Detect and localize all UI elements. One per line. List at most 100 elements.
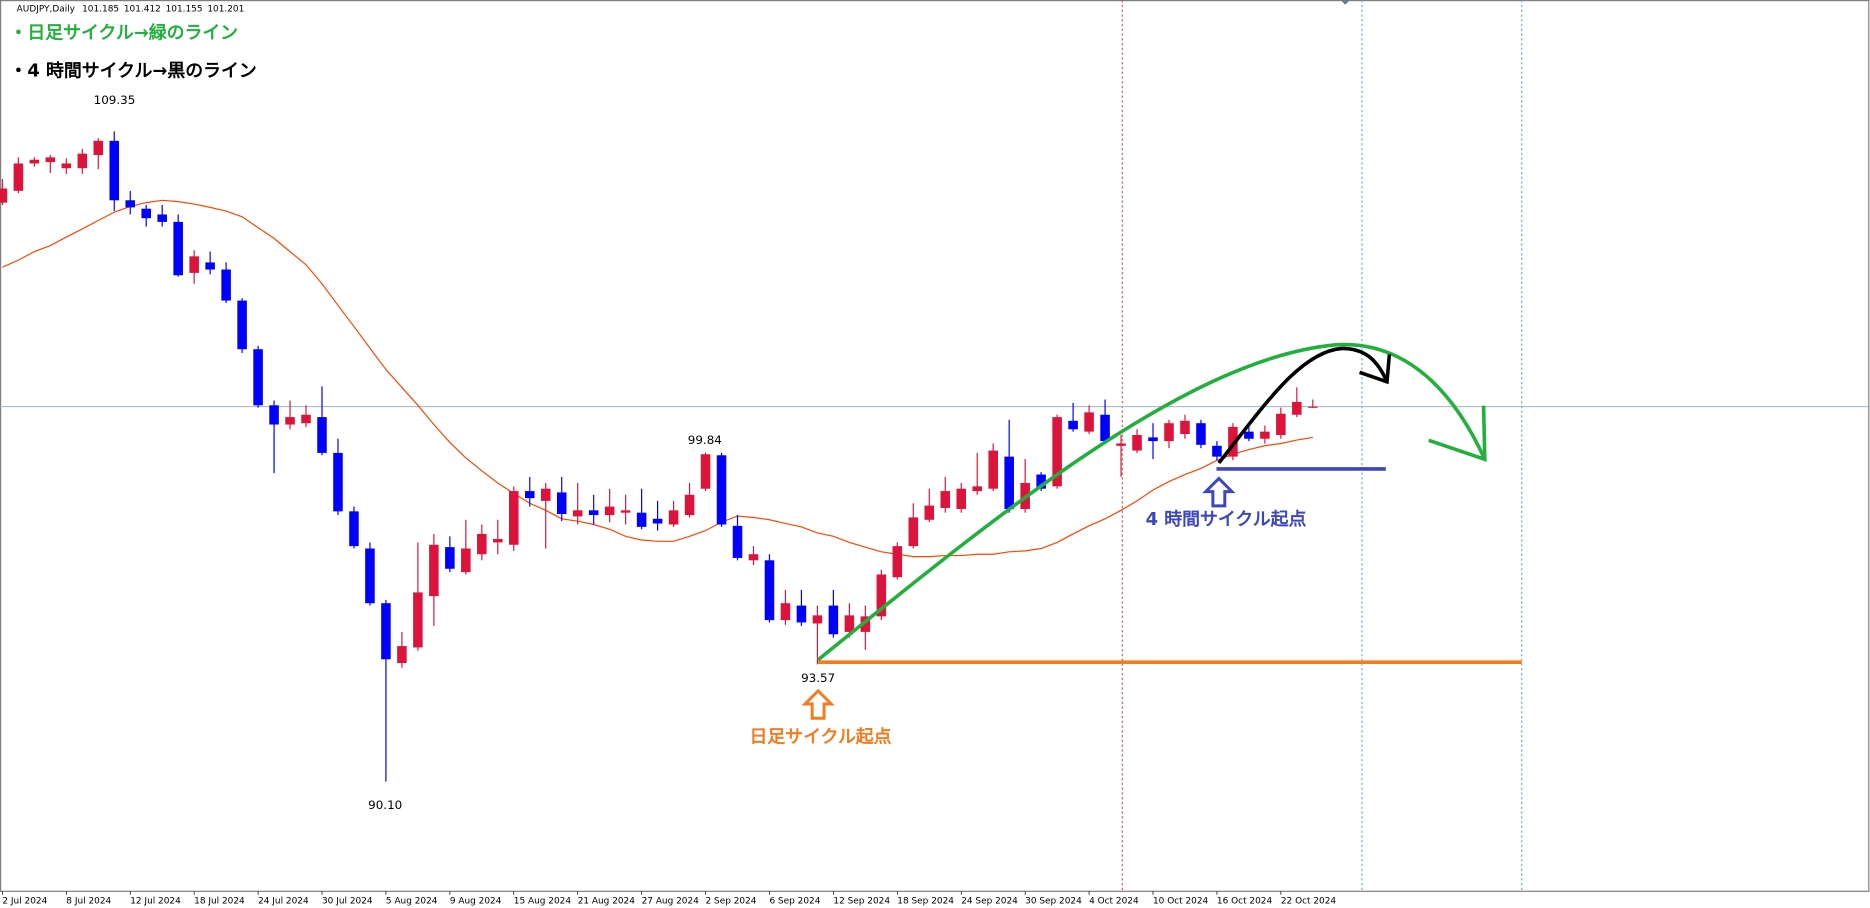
- x-tick-label: 2 Sep 2024: [706, 896, 757, 906]
- candle-body: [1036, 474, 1046, 489]
- candle-body: [892, 546, 903, 578]
- x-tick-label: 30 Sep 2024: [1025, 896, 1082, 906]
- candle-body: [956, 488, 967, 509]
- candle-body: [1292, 401, 1302, 415]
- candle-body: [1132, 435, 1142, 451]
- candle-body: [1180, 420, 1190, 434]
- candle-body: [908, 517, 919, 547]
- candle-body: [700, 454, 711, 489]
- candle-body: [317, 417, 327, 453]
- x-tick-label: 18 Sep 2024: [897, 896, 954, 906]
- candle-body: [1260, 431, 1270, 439]
- candle-body: [1276, 413, 1286, 436]
- candle-body: [572, 510, 583, 517]
- x-tick-label: 9 Aug 2024: [450, 896, 502, 906]
- candle-body: [45, 157, 56, 163]
- start-arrow: [801, 688, 835, 720]
- candle-body: [461, 548, 471, 573]
- candle-body: [1004, 456, 1014, 509]
- candle-body: [748, 554, 759, 561]
- candle-body: [349, 511, 359, 547]
- candle-body: [540, 488, 551, 501]
- price-label: 93.57: [801, 671, 835, 685]
- candle-body: [780, 603, 791, 621]
- candle-body: [125, 200, 136, 208]
- candle-body: [556, 492, 567, 515]
- candle-body: [924, 505, 935, 520]
- candle-body: [1228, 426, 1238, 457]
- candle-body: [972, 486, 982, 492]
- candle-body: [157, 214, 167, 222]
- shift-marker: [1340, 0, 1351, 5]
- candle-body: [285, 417, 295, 425]
- candle-body: [173, 221, 183, 276]
- x-tick-label: 12 Jul 2024: [130, 896, 181, 906]
- candle-body: [13, 163, 24, 191]
- x-tick-label: 30 Jul 2024: [322, 896, 373, 906]
- candle-body: [652, 518, 663, 524]
- candle-body: [0, 188, 8, 203]
- arrow-head: [1428, 405, 1487, 462]
- candle-body: [237, 300, 247, 350]
- header: AUDJPY,Daily 101.185 101.412 101.155 101.201: [17, 4, 245, 14]
- x-tick-label: 18 Jul 2024: [194, 896, 245, 906]
- candle-body: [796, 605, 807, 623]
- candle-body: [636, 512, 647, 527]
- candle-body: [333, 452, 343, 512]
- candle-body: [205, 262, 215, 270]
- x-tick-label: 15 Aug 2024: [514, 896, 572, 906]
- candle-body: [524, 491, 535, 499]
- candle-body: [381, 603, 391, 660]
- candle-body: [1164, 423, 1174, 442]
- candle-body: [1052, 417, 1062, 487]
- x-tick-label: 6 Sep 2024: [769, 896, 820, 906]
- x-tick-label: 12 Sep 2024: [833, 896, 890, 906]
- callout: 4 時間サイクル起点: [1146, 508, 1307, 530]
- candle-body: [29, 159, 40, 164]
- arrow-head: [1358, 354, 1392, 385]
- daily-cycle-curve: [816, 342, 1487, 662]
- candle-body: [668, 510, 679, 525]
- candle-body: [1068, 420, 1078, 430]
- candle-body: [1196, 423, 1206, 445]
- price-label: 90.10: [368, 798, 402, 812]
- candle-body: [620, 510, 631, 513]
- candle-body: [1212, 445, 1222, 457]
- x-tick-label: 24 Jul 2024: [258, 896, 309, 906]
- ohlc-value: 101.185: [82, 4, 119, 14]
- candle-body: [429, 544, 439, 597]
- h4-cycle-curve: [1217, 346, 1389, 465]
- callout: 日足サイクル起点: [749, 725, 891, 747]
- x-tick-label: 2 Jul 2024: [2, 896, 47, 906]
- candle-body: [477, 533, 487, 555]
- ohlc-value: 101.412: [124, 4, 161, 14]
- candle-body: [1244, 431, 1254, 439]
- note: ・日足サイクル→緑のライン: [10, 21, 239, 43]
- ohlc-value: 101.155: [166, 4, 203, 14]
- start-arrow: [1202, 476, 1236, 508]
- candle-body: [828, 605, 839, 635]
- x-tick-label: 5 Aug 2024: [386, 896, 438, 906]
- candle-body: [189, 256, 199, 273]
- drawings: 日足サイクル起点 4 時間サイクル起点 ・日足サイクル→緑のライン ・4 時間サ…: [10, 21, 1522, 812]
- candle-body: [876, 574, 887, 617]
- price-label: 109.35: [94, 93, 136, 107]
- candle-body: [365, 548, 375, 604]
- candle-body: [301, 414, 311, 424]
- candle-body: [940, 491, 951, 508]
- candle-body: [493, 539, 503, 543]
- candle-body: [509, 491, 519, 545]
- x-tick-label: 27 Aug 2024: [642, 896, 700, 906]
- x-tick-label: 22 Oct 2024: [1281, 896, 1337, 906]
- candle-body: [253, 349, 263, 406]
- candle-body: [1100, 414, 1110, 442]
- candle-body: [604, 506, 615, 516]
- candle-body: [1148, 437, 1158, 442]
- candle-body: [1084, 412, 1094, 432]
- x-tick-label: 21 Aug 2024: [578, 896, 636, 906]
- candle-body: [764, 560, 775, 621]
- candle-body: [732, 525, 743, 558]
